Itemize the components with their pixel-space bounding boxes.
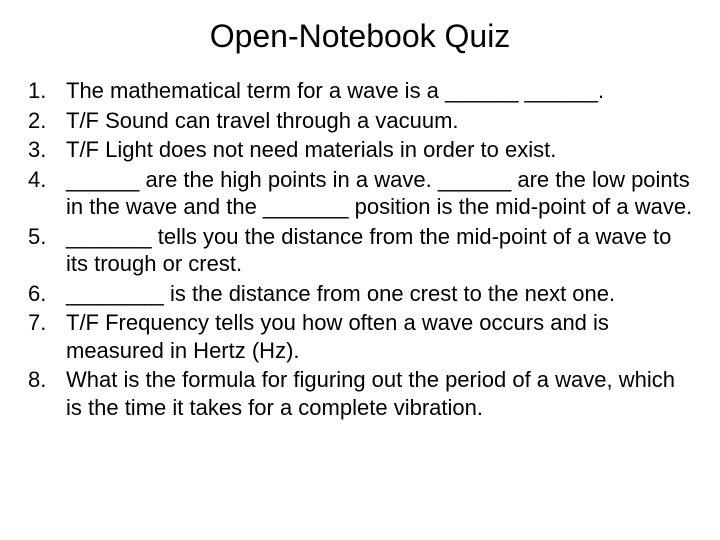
item-text: The mathematical term for a wave is a __… xyxy=(56,77,696,105)
item-number: 4. xyxy=(24,166,56,221)
quiz-item: 1. The mathematical term for a wave is a… xyxy=(24,77,696,105)
quiz-item: 4. ______ are the high points in a wave.… xyxy=(24,166,696,221)
quiz-title: Open-Notebook Quiz xyxy=(24,18,696,55)
item-number: 5. xyxy=(24,223,56,278)
quiz-item: 8. What is the formula for figuring out … xyxy=(24,366,696,421)
item-number: 6. xyxy=(24,280,56,308)
item-number: 2. xyxy=(24,107,56,135)
item-text: ______ are the high points in a wave. __… xyxy=(56,166,696,221)
quiz-item: 3. T/F Light does not need materials in … xyxy=(24,136,696,164)
quiz-list: 1. The mathematical term for a wave is a… xyxy=(24,77,696,421)
item-text: ________ is the distance from one crest … xyxy=(56,280,696,308)
quiz-item: 5. _______ tells you the distance from t… xyxy=(24,223,696,278)
item-number: 7. xyxy=(24,309,56,364)
quiz-item: 7. T/F Frequency tells you how often a w… xyxy=(24,309,696,364)
item-number: 3. xyxy=(24,136,56,164)
item-text: What is the formula for figuring out the… xyxy=(56,366,696,421)
item-text: T/F Light does not need materials in ord… xyxy=(56,136,696,164)
item-text: T/F Frequency tells you how often a wave… xyxy=(56,309,696,364)
item-number: 8. xyxy=(24,366,56,421)
item-text: T/F Sound can travel through a vacuum. xyxy=(56,107,696,135)
quiz-item: 2. T/F Sound can travel through a vacuum… xyxy=(24,107,696,135)
item-number: 1. xyxy=(24,77,56,105)
item-text: _______ tells you the distance from the … xyxy=(56,223,696,278)
quiz-item: 6. ________ is the distance from one cre… xyxy=(24,280,696,308)
